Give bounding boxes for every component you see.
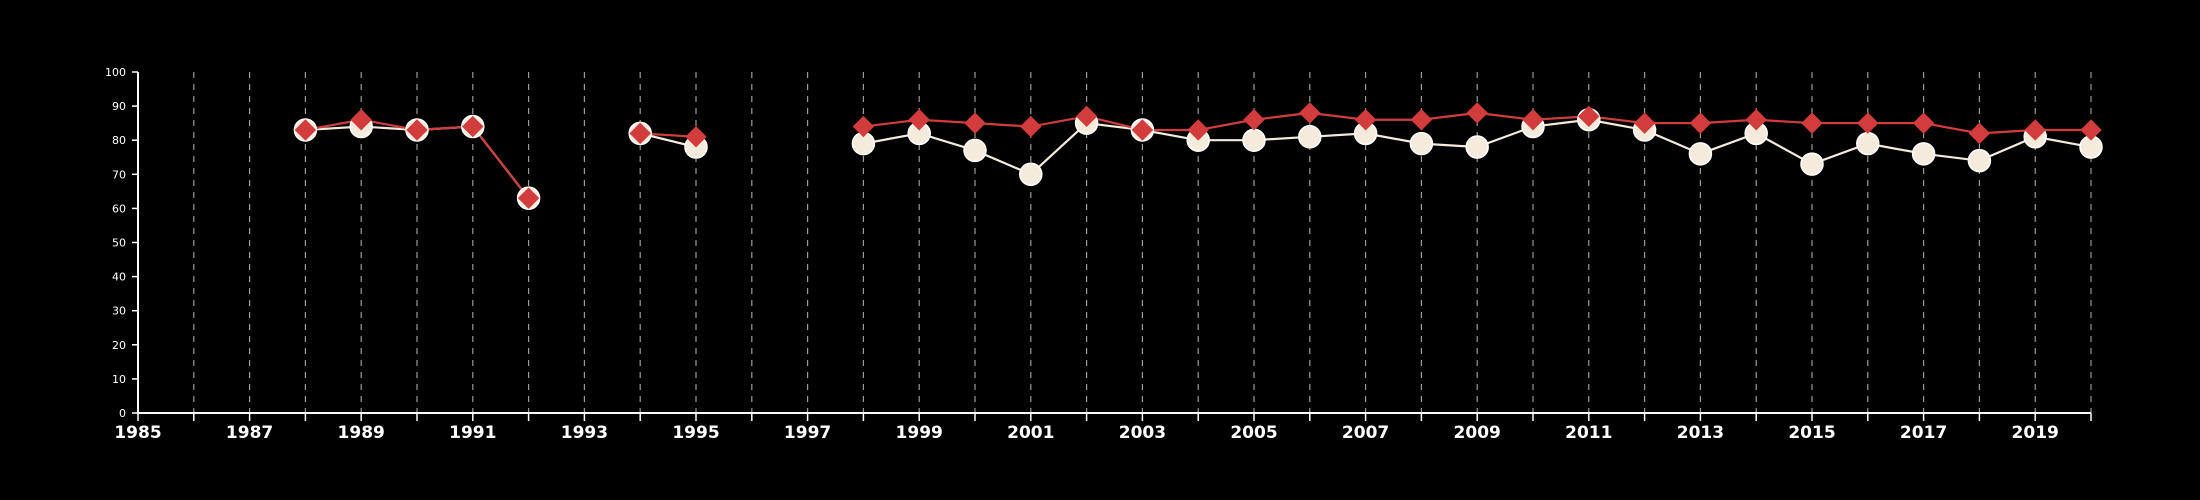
point-diamond-2012 bbox=[1633, 112, 1656, 134]
x-tick-label-2015: 2015 bbox=[1788, 423, 1835, 443]
y-tick-label-20: 20 bbox=[112, 339, 126, 352]
x-tick-label-2013: 2013 bbox=[1677, 423, 1724, 443]
point-diamond-2015 bbox=[1801, 112, 1823, 134]
point-diamond-2016 bbox=[1857, 112, 1879, 134]
x-tick-label-2007: 2007 bbox=[1342, 423, 1389, 443]
data-series bbox=[293, 102, 2103, 210]
y-tick-label-0: 0 bbox=[119, 407, 126, 420]
x-tick-label-2009: 2009 bbox=[1454, 423, 1501, 443]
point-circle-2015 bbox=[1800, 152, 1824, 176]
x-tick-label-1997: 1997 bbox=[784, 423, 831, 443]
point-diamond-2005 bbox=[1243, 109, 1265, 131]
point-diamond-2017 bbox=[1912, 112, 1935, 134]
point-diamond-2008 bbox=[1410, 109, 1433, 131]
point-diamond-1998 bbox=[852, 115, 875, 138]
vertical-gridlines bbox=[193, 72, 2092, 413]
point-diamond-1989 bbox=[350, 109, 372, 131]
x-axis-ticks: 1985 1987 1989 1991 1993 1995 1997 1999 2001 2003… bbox=[114, 413, 2092, 443]
point-circle-2006 bbox=[1298, 125, 1322, 149]
x-tick-label-1989: 1989 bbox=[338, 423, 385, 443]
y-tick-label-30: 30 bbox=[112, 305, 126, 318]
point-diamond-1999 bbox=[908, 109, 930, 131]
point-diamond-1995 bbox=[685, 126, 707, 148]
point-circle-2008 bbox=[1409, 131, 1434, 156]
point-diamond-2010 bbox=[1522, 109, 1544, 131]
point-circle-2017 bbox=[1911, 142, 1936, 166]
point-diamond-1991 bbox=[462, 115, 484, 138]
point-diamond-2014 bbox=[1745, 109, 1767, 131]
point-diamond-2007 bbox=[1354, 109, 1377, 131]
y-axis-ticks: 0 10 20 30 40 50 60 70 80 90 100 bbox=[105, 66, 138, 420]
y-tick-label-10: 10 bbox=[112, 373, 126, 386]
point-circle-2001 bbox=[1019, 162, 1043, 187]
x-tick-label-2011: 2011 bbox=[1565, 423, 1612, 443]
y-tick-label-70: 70 bbox=[112, 168, 126, 181]
point-diamond-2004 bbox=[1187, 119, 1209, 141]
x-tick-label-2003: 2003 bbox=[1119, 423, 1166, 443]
point-circle-2000 bbox=[963, 138, 987, 163]
y-tick-label-60: 60 bbox=[112, 202, 126, 215]
x-tick-label-1999: 1999 bbox=[896, 423, 943, 443]
point-diamond-2000 bbox=[964, 112, 986, 134]
point-diamond-1994 bbox=[629, 122, 651, 145]
x-tick-label-1985: 1985 bbox=[114, 423, 161, 443]
series-2-markers bbox=[294, 102, 2102, 209]
point-diamond-2006 bbox=[1299, 102, 1321, 124]
x-tick-label-2005: 2005 bbox=[1230, 423, 1277, 443]
x-tick-label-1995: 1995 bbox=[672, 423, 719, 443]
point-circle-2016 bbox=[1856, 131, 1880, 156]
y-tick-label-90: 90 bbox=[112, 100, 126, 113]
point-diamond-1988 bbox=[294, 119, 317, 141]
point-diamond-2019 bbox=[2024, 119, 2046, 141]
y-tick-label-50: 50 bbox=[112, 237, 126, 250]
point-diamond-2013 bbox=[1689, 112, 1712, 134]
x-tick-label-1993: 1993 bbox=[561, 423, 608, 443]
point-diamond-2011 bbox=[1578, 105, 1600, 128]
point-diamond-2002 bbox=[1075, 105, 1098, 128]
point-diamond-1992 bbox=[517, 187, 540, 209]
point-diamond-2018 bbox=[1968, 122, 1991, 145]
point-diamond-1990 bbox=[406, 119, 428, 141]
point-circle-2018 bbox=[1967, 148, 1992, 173]
x-tick-label-1987: 1987 bbox=[226, 423, 273, 443]
point-diamond-2009 bbox=[1466, 102, 1488, 124]
y-tick-label-80: 80 bbox=[112, 134, 126, 147]
point-circle-2009 bbox=[1465, 135, 1489, 159]
x-tick-label-1991: 1991 bbox=[449, 423, 496, 443]
y-tick-label-100: 100 bbox=[105, 66, 126, 79]
x-tick-label-2019: 2019 bbox=[2012, 423, 2059, 443]
x-tick-label-2001: 2001 bbox=[1007, 423, 1054, 443]
point-diamond-2020 bbox=[2080, 119, 2102, 141]
point-circle-2005 bbox=[1242, 128, 1266, 152]
x-tick-label-2017: 2017 bbox=[1900, 423, 1947, 443]
series-1-markers bbox=[293, 107, 2103, 210]
point-diamond-2003 bbox=[1131, 119, 1154, 141]
point-diamond-2001 bbox=[1020, 115, 1042, 138]
y-tick-label-40: 40 bbox=[112, 271, 126, 284]
point-circle-2013 bbox=[1688, 142, 1713, 166]
